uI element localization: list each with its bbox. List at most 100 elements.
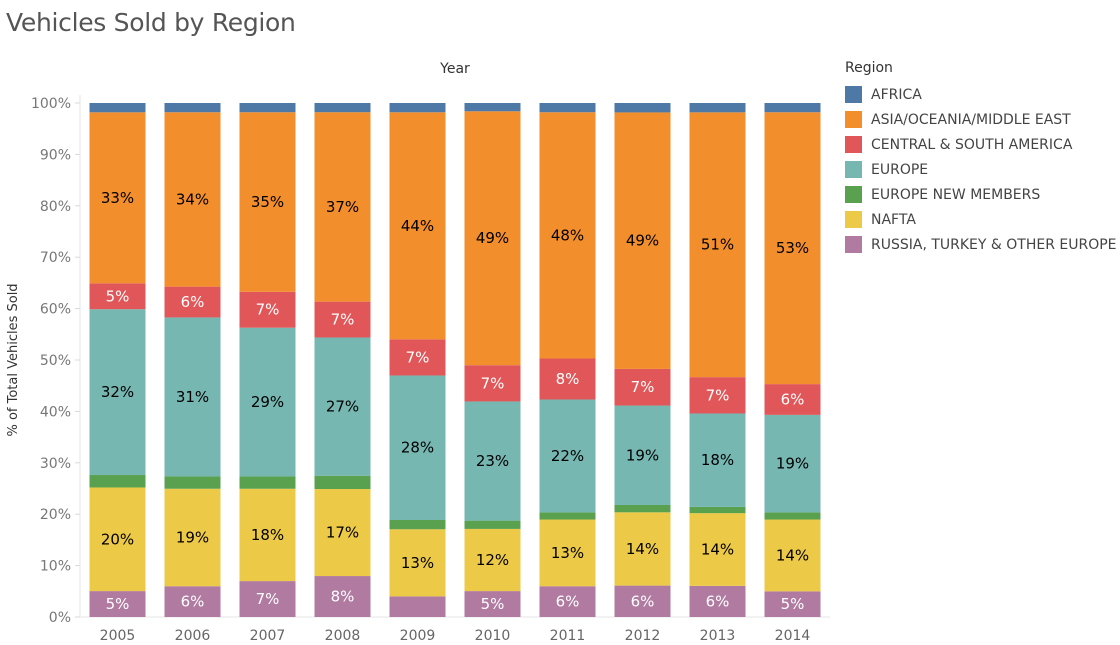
legend: Region AFRICA ASIA/OCEANIA/MIDDLE EAST CEN… [845, 60, 1117, 257]
data-label: 17% [326, 524, 359, 542]
data-label: 22% [551, 447, 584, 465]
legend-title: Region [845, 60, 893, 76]
bar-segment [614, 405, 671, 505]
bar-segment [464, 528, 521, 592]
data-label: 6% [556, 593, 580, 611]
bar-segment [764, 103, 821, 113]
data-label: 31% [176, 388, 209, 406]
legend-label: ASIA/OCEANIA/MIDDLE EAST [871, 111, 1071, 128]
data-label: 51% [701, 236, 734, 254]
y-tick-label: 80% [40, 199, 71, 215]
bar-segment [689, 513, 746, 586]
legend-swatch [845, 161, 862, 178]
bar-segment [764, 519, 821, 592]
bar-segment [689, 413, 746, 507]
bar-segment [464, 591, 521, 617]
data-label: 18% [251, 526, 284, 544]
bar-segment [239, 291, 296, 328]
legend-swatch [845, 211, 862, 228]
bar-segment [389, 529, 446, 597]
bar-segment [389, 519, 446, 530]
data-label: 49% [626, 232, 659, 250]
bar-segment [89, 309, 146, 476]
legend-item[interactable]: EUROPE [845, 157, 1117, 182]
data-label: 7% [256, 590, 280, 608]
bar-segment [614, 512, 671, 586]
bar-segment [764, 112, 821, 385]
x-tick-label: 2006 [175, 628, 211, 644]
bar-segment [164, 103, 221, 113]
data-label: 32% [101, 383, 134, 401]
data-label: 6% [181, 593, 205, 611]
data-label: 18% [701, 451, 734, 469]
data-label: 49% [476, 229, 509, 247]
x-tick-label: 2005 [100, 628, 136, 644]
bar-segment [614, 112, 671, 369]
data-label: 19% [626, 446, 659, 464]
bar-segment [89, 283, 146, 310]
legend-item[interactable]: NAFTA [845, 207, 1117, 232]
legend-label: NAFTA [871, 211, 916, 228]
legend-item[interactable]: AFRICA [845, 82, 1117, 107]
legend-item[interactable]: ASIA/OCEANIA/MIDDLE EAST [845, 107, 1117, 132]
legend-label: EUROPE [871, 161, 929, 178]
column-header: Year [439, 61, 470, 77]
x-tick-label: 2011 [550, 628, 586, 644]
y-tick-label: 20% [40, 507, 71, 523]
data-label: 37% [326, 198, 359, 216]
bar-segment [464, 111, 521, 366]
data-label: 5% [481, 595, 505, 613]
axes: Year % of Total Vehicles Sold 0% 10% 20% 30% 4… [6, 61, 830, 644]
bar-segment [314, 301, 371, 338]
legend-swatch [845, 136, 862, 153]
bar-segment [614, 103, 671, 113]
legend-label: EUROPE NEW MEMBERS [871, 186, 1041, 203]
y-tick-label: 10% [40, 559, 71, 575]
data-label: 14% [626, 540, 659, 558]
y-tick-label: 90% [40, 147, 71, 163]
bar-segment [164, 476, 221, 489]
legend-item[interactable]: EUROPE NEW MEMBERS [845, 182, 1117, 207]
bar-segment [314, 103, 371, 113]
legend-label: AFRICA [871, 86, 922, 103]
legend-label: CENTRAL & SOUTH AMERICA [871, 136, 1073, 153]
bar-segment [314, 337, 371, 476]
data-label: 35% [251, 193, 284, 211]
bar-segment [239, 112, 296, 292]
data-label: 7% [406, 348, 430, 366]
bar-segment [764, 591, 821, 617]
bar-segment [764, 414, 821, 513]
bar-segment [164, 317, 221, 477]
x-tick-label: 2013 [700, 628, 736, 644]
legend-swatch [845, 186, 862, 203]
data-label: 29% [251, 393, 284, 411]
chart-title: Vehicles Sold by Region [6, 8, 296, 37]
x-tick-label: 2012 [625, 628, 661, 644]
bar-segment [539, 586, 596, 617]
bar-segment [689, 506, 746, 514]
data-label: 5% [106, 595, 130, 613]
bar-segment [464, 103, 521, 112]
bar-segment [464, 401, 521, 521]
bar-segment [314, 475, 371, 490]
data-label: 14% [776, 546, 809, 564]
data-label: 6% [631, 592, 655, 610]
legend-swatch [845, 111, 862, 128]
data-label: 8% [331, 588, 355, 606]
legend-swatch [845, 236, 862, 253]
bar-segment [689, 377, 746, 414]
data-label: 33% [101, 189, 134, 207]
data-label: 7% [481, 374, 505, 392]
legend-swatch [845, 86, 862, 103]
bar-segment [539, 358, 596, 400]
bar-segment [614, 585, 671, 617]
data-label: 12% [476, 551, 509, 569]
bar-segment [239, 103, 296, 113]
data-label: 6% [706, 592, 730, 610]
bar-segment [314, 576, 371, 617]
data-label: 34% [176, 190, 209, 208]
bar-segment [539, 399, 596, 513]
legend-item[interactable]: CENTRAL & SOUTH AMERICA [845, 132, 1117, 157]
legend-item[interactable]: RUSSIA, TURKEY & OTHER EUROPE [845, 232, 1117, 257]
